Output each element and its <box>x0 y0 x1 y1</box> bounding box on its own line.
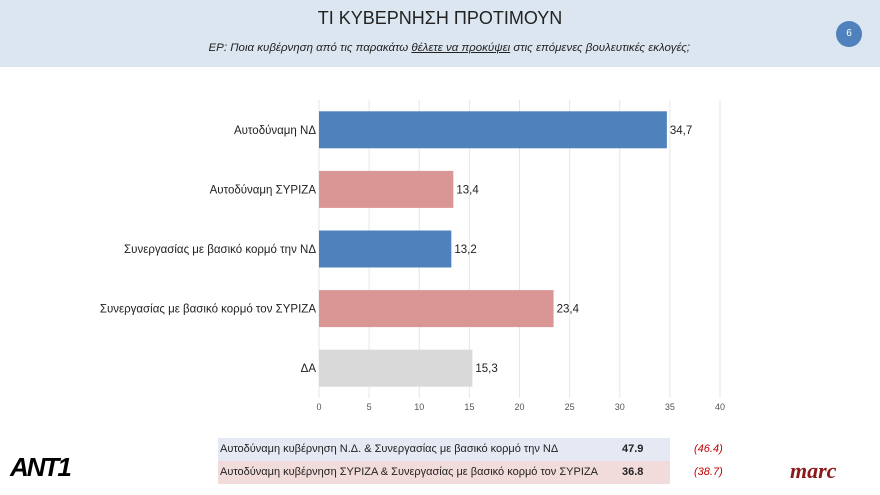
summary-row: Αυτοδύναμη κυβέρνηση ΣΥΡΙΖΑ & Συνεργασία… <box>218 461 723 484</box>
summary-label: Αυτοδύναμη κυβέρνηση ΣΥΡΙΖΑ & Συνεργασία… <box>220 466 598 478</box>
category-label: Συνεργασίας με βασικό κορμό την ΝΔ <box>124 244 316 256</box>
header-band: ΤΙ ΚΥΒΕΡΝΗΣΗ ΠΡΟΤΙΜΟΥΝ ΕΡ: Ποια κυβέρνησ… <box>0 0 880 67</box>
marc-logo: marc <box>790 458 837 483</box>
bar <box>319 230 452 268</box>
question-text: ΕΡ: Ποια κυβέρνηση από τις παρακάτω θέλε… <box>208 42 690 54</box>
page-number-badge: 6 <box>836 21 862 47</box>
x-tick-label: 35 <box>665 402 675 412</box>
bar <box>319 349 473 387</box>
summary-value: 36.8 <box>622 466 644 478</box>
bar <box>319 111 667 149</box>
bar <box>319 290 554 328</box>
bar <box>319 170 454 208</box>
category-label: Συνεργασίας με βασικό κορμό τον ΣΥΡΙΖΑ <box>100 304 316 316</box>
question-prefix: ΕΡ: Ποια κυβέρνηση από τις παρακάτω <box>208 42 412 54</box>
summary-row: Αυτοδύναμη κυβέρνηση Ν.Δ. & Συνεργασίας … <box>218 438 723 461</box>
summary-table: Αυτοδύναμη κυβέρνηση Ν.Δ. & Συνεργασίας … <box>218 438 723 484</box>
bar-chart: 0 5 10 15 20 25 30 35 40 Αυτοδύναμη ΝΔ 34,7 Αυτοδύν… <box>100 100 725 412</box>
x-tick-label: 15 <box>464 402 474 412</box>
question-suffix: στις επόμενες βουλευτικές εκλογές; <box>510 42 690 54</box>
x-tick-label: 20 <box>514 402 524 412</box>
category-label: ΔΑ <box>301 363 317 375</box>
ant1-logo: ANT1 <box>10 452 72 482</box>
x-tick-label: 40 <box>715 402 725 412</box>
x-tick-label: 10 <box>414 402 424 412</box>
x-tick-label: 30 <box>615 402 625 412</box>
summary-label: Αυτοδύναμη κυβέρνηση Ν.Δ. & Συνεργασίας … <box>220 443 559 455</box>
summary-value: 47.9 <box>622 443 644 455</box>
x-tick-label: 25 <box>565 402 575 412</box>
data-label: 13,2 <box>454 244 476 256</box>
x-tick-label: 0 <box>316 402 321 412</box>
question-underlined: θέλετε να προκύψει <box>411 42 511 54</box>
data-label: 13,4 <box>456 184 479 196</box>
summary-previous: (38.7) <box>694 466 723 478</box>
data-label: 34,7 <box>670 125 692 137</box>
page-title: ΤΙ ΚΥΒΕΡΝΗΣΗ ΠΡΟΤΙΜΟΥΝ <box>317 8 563 28</box>
category-label: Αυτοδύναμη ΝΔ <box>234 125 316 137</box>
data-label: 15,3 <box>475 363 497 375</box>
data-label: 23,4 <box>557 304 580 316</box>
x-tick-label: 5 <box>367 402 372 412</box>
summary-previous: (46.4) <box>694 443 723 455</box>
category-label: Αυτοδύναμη ΣΥΡΙΖΑ <box>210 184 317 196</box>
